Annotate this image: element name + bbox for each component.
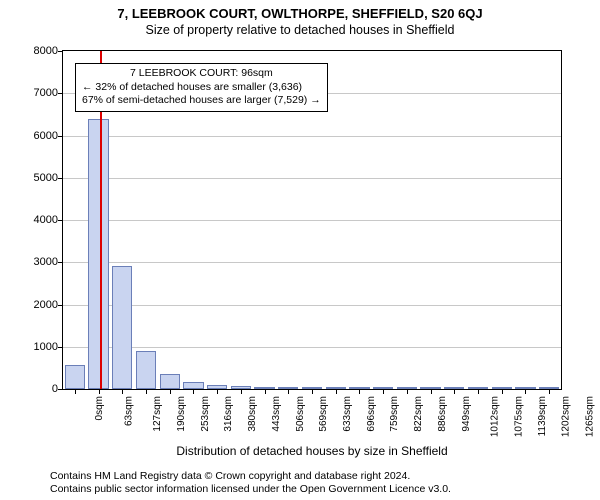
y-tick-label: 3000 [34,256,58,268]
chart-title: 7, LEEBROOK COURT, OWLTHORPE, SHEFFIELD,… [0,0,600,21]
histogram-bar [88,119,108,389]
x-tick-label: 63sqm [123,396,134,426]
gridline [63,262,561,263]
x-tick-label: 253sqm [200,396,211,432]
x-tick-mark [122,389,123,394]
x-tick-label: 886sqm [437,396,448,432]
x-tick-label: 1075sqm [514,396,525,437]
y-tick-mark [58,262,63,263]
annotation-line3: 67% of semi-detached houses are larger (… [82,94,321,108]
x-tick-mark [99,389,100,394]
annotation-line1: 7 LEEBROOK COURT: 96sqm [82,67,321,81]
y-tick-label: 5000 [34,172,58,184]
x-tick-label: 633sqm [342,396,353,432]
y-tick-label: 4000 [34,214,58,226]
gridline [63,178,561,179]
x-tick-label: 316sqm [224,396,235,432]
x-tick-mark [170,389,171,394]
chart-subtitle: Size of property relative to detached ho… [0,21,600,37]
x-tick-mark [383,389,384,394]
x-tick-label: 1139sqm [537,396,548,436]
gridline [63,347,561,348]
y-tick-mark [58,220,63,221]
plot-area: 0100020003000400050006000700080000sqm63s… [62,50,562,390]
x-tick-mark [549,389,550,394]
y-tick-mark [58,389,63,390]
x-tick-mark [502,389,503,394]
gridline [63,220,561,221]
x-tick-label: 127sqm [152,396,163,432]
histogram-bar [112,266,132,389]
y-tick-label: 7000 [34,87,58,99]
x-tick-label: 759sqm [390,396,401,432]
x-tick-mark [288,389,289,394]
x-axis-label: Distribution of detached houses by size … [62,444,562,458]
y-tick-mark [58,136,63,137]
x-tick-label: 822sqm [413,396,424,432]
y-tick-label: 0 [52,383,58,395]
y-tick-mark [58,51,63,52]
y-tick-label: 1000 [34,341,58,353]
x-tick-label: 1202sqm [561,396,572,437]
x-tick-label: 1012sqm [490,396,501,437]
gridline [63,136,561,137]
y-tick-label: 8000 [34,45,58,57]
x-tick-label: 949sqm [461,396,472,432]
y-tick-mark [58,305,63,306]
x-tick-mark [407,389,408,394]
y-tick-label: 6000 [34,130,58,142]
x-tick-mark [217,389,218,394]
x-tick-mark [312,389,313,394]
x-tick-label: 696sqm [366,396,377,432]
annotation-line2: ← 32% of detached houses are smaller (3,… [82,81,321,95]
y-tick-mark [58,93,63,94]
x-tick-mark [359,389,360,394]
histogram-bar [183,382,203,389]
x-tick-label: 0sqm [94,396,105,420]
histogram-bar [136,351,156,389]
x-tick-mark [478,389,479,394]
x-tick-label: 1265sqm [585,396,596,437]
x-tick-mark [193,389,194,394]
x-tick-label: 380sqm [247,396,258,432]
gridline [63,305,561,306]
y-tick-mark [58,347,63,348]
x-tick-mark [265,389,266,394]
x-tick-label: 443sqm [271,396,282,432]
x-tick-label: 506sqm [295,396,306,432]
x-tick-mark [336,389,337,394]
footer: Contains HM Land Registry data © Crown c… [50,470,451,496]
x-tick-label: 569sqm [318,396,329,432]
histogram-bar [65,365,85,389]
x-tick-label: 190sqm [176,396,187,432]
x-tick-mark [241,389,242,394]
y-tick-label: 2000 [34,299,58,311]
annotation-box: 7 LEEBROOK COURT: 96sqm ← 32% of detache… [75,63,328,112]
footer-line1: Contains HM Land Registry data © Crown c… [50,470,451,483]
histogram-bar [160,374,180,389]
x-tick-mark [454,389,455,394]
x-tick-mark [525,389,526,394]
x-tick-mark [146,389,147,394]
y-tick-mark [58,178,63,179]
x-tick-mark [75,389,76,394]
footer-line2: Contains public sector information licen… [50,483,451,496]
chart-container: 7, LEEBROOK COURT, OWLTHORPE, SHEFFIELD,… [0,0,600,500]
x-tick-mark [431,389,432,394]
